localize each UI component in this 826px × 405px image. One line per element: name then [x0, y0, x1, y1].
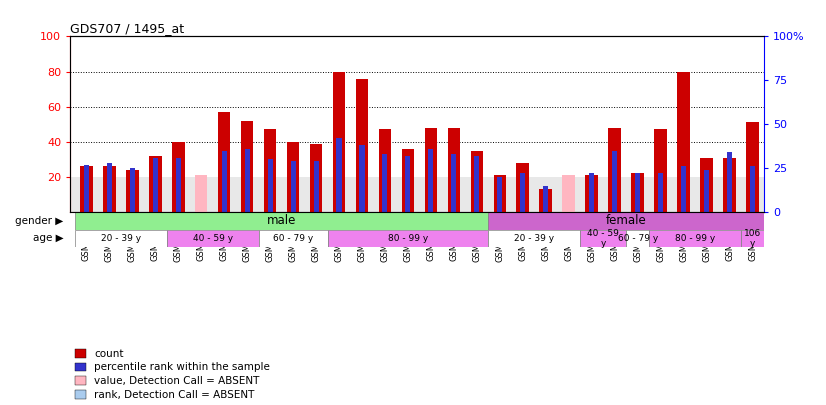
Bar	[544, 185, 548, 212]
Bar	[130, 168, 135, 212]
Bar	[244, 149, 249, 212]
Bar	[635, 173, 640, 212]
Bar	[451, 154, 457, 212]
Bar	[681, 166, 686, 212]
Bar	[176, 158, 181, 212]
Bar	[649, 230, 741, 247]
Bar	[153, 158, 158, 212]
Bar	[448, 128, 460, 212]
Bar	[586, 175, 598, 212]
Bar	[631, 173, 644, 212]
Bar	[263, 130, 277, 212]
Bar	[149, 156, 162, 212]
Bar	[474, 156, 479, 212]
Bar	[328, 230, 488, 247]
Bar	[218, 112, 230, 212]
Bar	[333, 72, 345, 212]
Bar	[488, 230, 580, 247]
Bar	[167, 230, 259, 247]
Bar	[626, 230, 649, 247]
Text: gender ▶: gender ▶	[15, 216, 64, 226]
Bar	[401, 149, 415, 212]
Bar	[488, 212, 764, 230]
Bar	[658, 173, 663, 212]
Bar	[126, 170, 139, 212]
Bar	[107, 163, 112, 212]
Text: 80 - 99 y: 80 - 99 y	[675, 234, 715, 243]
Text: 20 - 39 y: 20 - 39 y	[515, 234, 554, 243]
Bar	[336, 138, 341, 212]
Bar	[741, 230, 764, 247]
Text: male: male	[267, 214, 297, 227]
Bar	[727, 152, 732, 212]
Text: 106
y: 106 y	[744, 228, 762, 248]
Text: 20 - 39 y: 20 - 39 y	[101, 234, 140, 243]
Legend: count, percentile rank within the sample, value, Detection Call = ABSENT, rank, : count, percentile rank within the sample…	[75, 349, 270, 400]
Bar	[103, 166, 116, 212]
Bar	[83, 164, 89, 212]
Bar	[241, 121, 254, 212]
Bar	[589, 173, 594, 212]
Text: 60 - 79 y: 60 - 79 y	[618, 234, 657, 243]
Text: 60 - 79 y: 60 - 79 y	[273, 234, 313, 243]
Text: age ▶: age ▶	[33, 233, 64, 243]
Bar	[493, 175, 506, 212]
Bar	[70, 177, 764, 212]
Bar	[539, 189, 552, 212]
Text: 40 - 59 y: 40 - 59 y	[192, 234, 233, 243]
Bar	[259, 230, 328, 247]
Bar	[471, 151, 483, 212]
Bar	[612, 151, 617, 212]
Bar	[382, 154, 387, 212]
Bar	[520, 173, 525, 212]
Text: 40 - 59
y: 40 - 59 y	[587, 228, 620, 248]
Bar	[563, 175, 575, 212]
Bar	[80, 166, 93, 212]
Bar	[750, 166, 755, 212]
Bar	[172, 142, 184, 212]
Bar	[195, 175, 207, 212]
Bar	[654, 130, 667, 212]
Bar	[580, 230, 626, 247]
Bar	[75, 212, 488, 230]
Bar	[75, 230, 167, 247]
Bar	[356, 79, 368, 212]
Bar	[287, 142, 299, 212]
Bar	[704, 170, 710, 212]
Bar	[677, 72, 690, 212]
Bar	[724, 158, 736, 212]
Text: female: female	[605, 214, 647, 227]
Bar	[406, 156, 411, 212]
Bar	[429, 149, 434, 212]
Bar	[497, 177, 502, 212]
Bar	[310, 143, 322, 212]
Bar	[378, 130, 392, 212]
Bar	[516, 163, 529, 212]
Bar	[425, 128, 437, 212]
Bar	[609, 128, 621, 212]
Bar	[314, 161, 319, 212]
Text: GDS707 / 1495_at: GDS707 / 1495_at	[70, 22, 184, 35]
Bar	[291, 161, 296, 212]
Text: 80 - 99 y: 80 - 99 y	[388, 234, 428, 243]
Bar	[700, 158, 713, 212]
Bar	[221, 151, 226, 212]
Bar	[359, 145, 364, 212]
Bar	[746, 122, 759, 212]
Bar	[268, 159, 273, 212]
